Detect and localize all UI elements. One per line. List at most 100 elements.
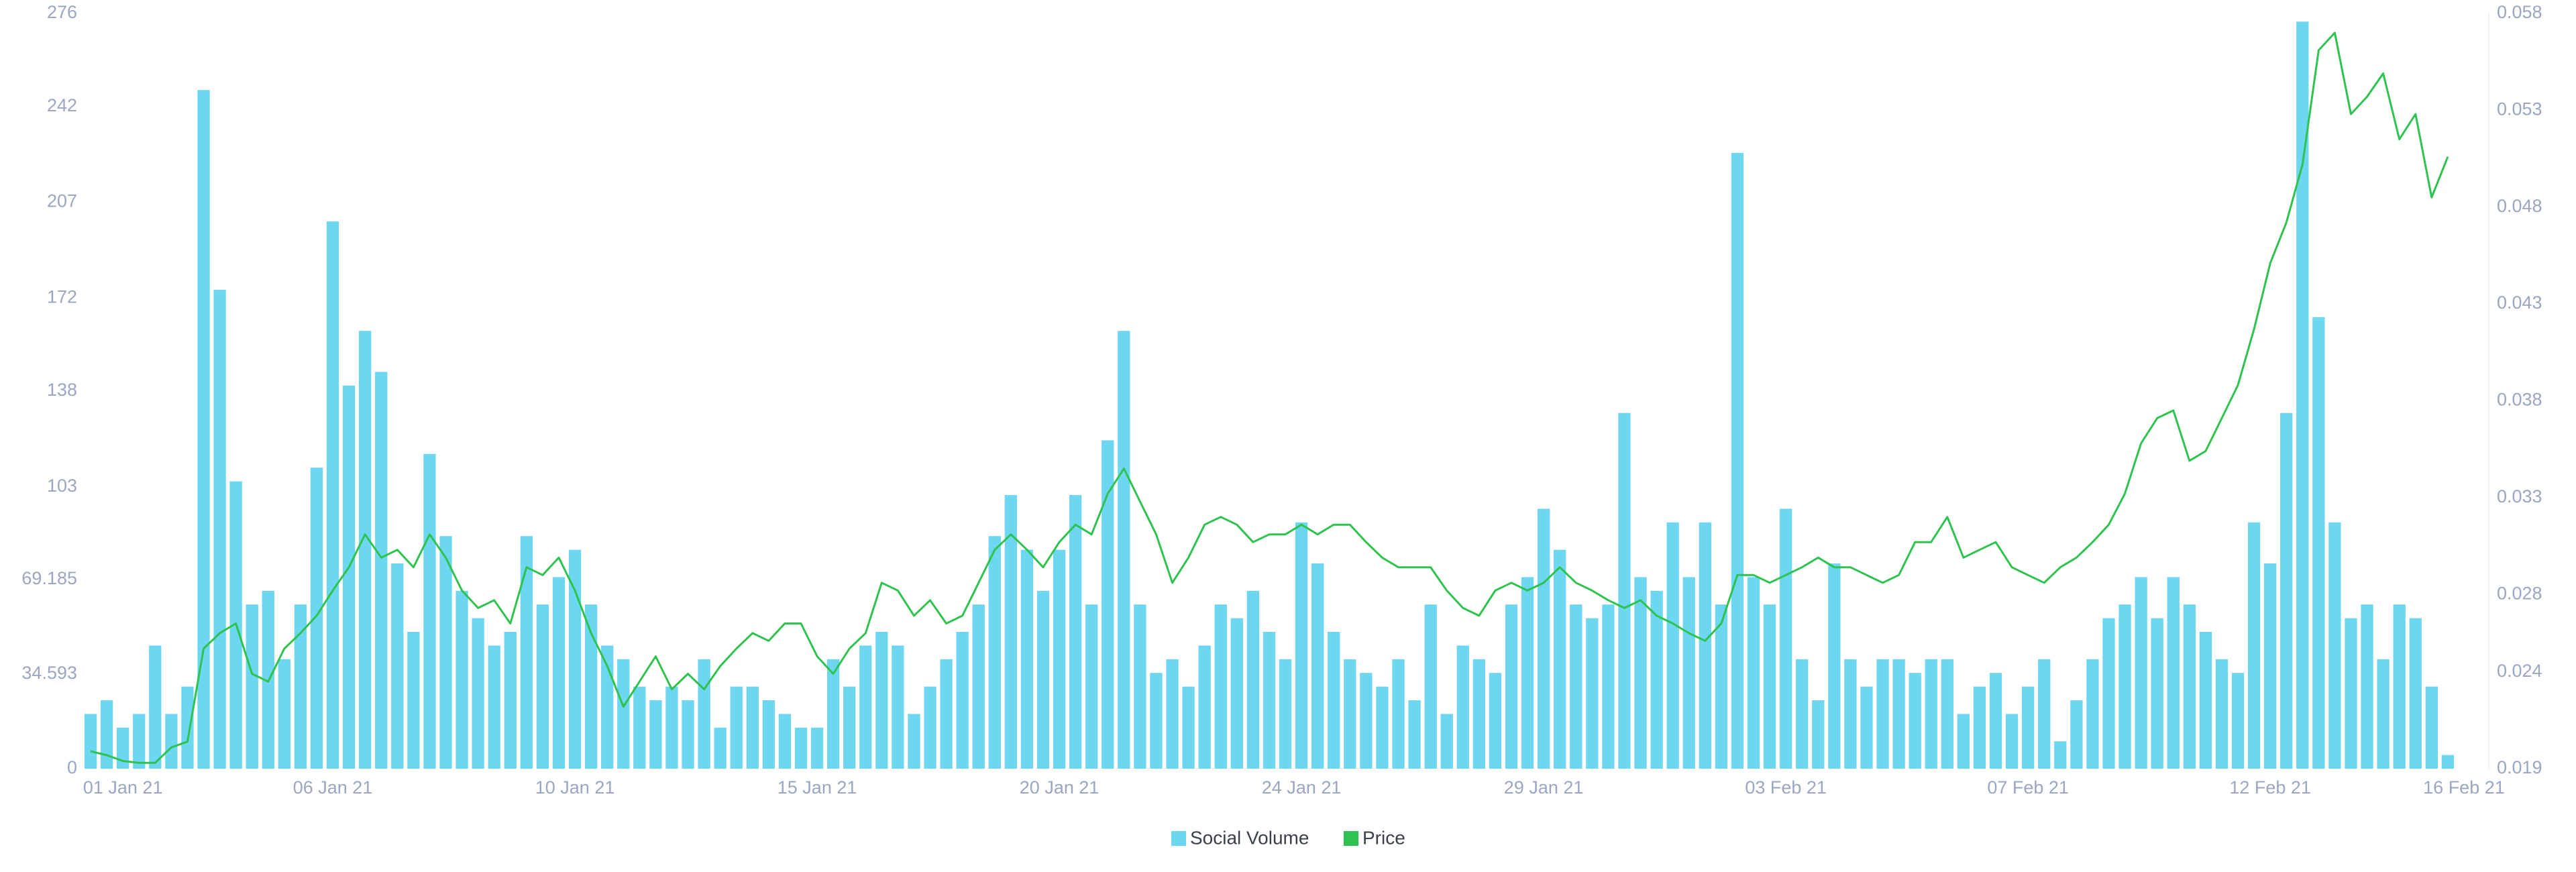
bar [826, 659, 840, 769]
bar [1537, 508, 1550, 769]
bar [2409, 618, 2422, 769]
bar [2425, 686, 2438, 769]
y-tick-label: 207 [47, 191, 77, 211]
bar [1230, 618, 1243, 769]
bar [2312, 317, 2325, 769]
bar [326, 221, 339, 769]
bar [1053, 549, 1066, 769]
x-tick-label: 10 Jan 21 [535, 777, 615, 798]
bar [2135, 577, 2147, 769]
y-tick-label: 138 [47, 380, 77, 400]
bar [2021, 686, 2035, 769]
bar [2393, 604, 2406, 769]
y2-tick-label: 0.053 [2497, 99, 2542, 119]
bar [2247, 522, 2261, 769]
bar [504, 632, 517, 769]
bar [149, 645, 162, 769]
bar [778, 714, 792, 769]
bar [1376, 686, 1389, 769]
bar [488, 645, 500, 769]
bar [617, 659, 630, 769]
bar [1456, 645, 1469, 769]
y2-tick-label: 0.028 [2497, 583, 2542, 603]
bar [1118, 331, 1130, 769]
x-tick-label: 01 Jan 21 [83, 777, 163, 798]
bar [682, 700, 694, 769]
bar [1521, 577, 1534, 769]
bar [1263, 632, 1276, 769]
x-tick-label: 20 Jan 21 [1020, 777, 1099, 798]
bar [875, 632, 888, 769]
bar [1715, 604, 1728, 769]
bar [278, 659, 290, 769]
bar [1634, 577, 1647, 769]
bar [310, 468, 323, 769]
bar [956, 632, 969, 769]
bar [520, 536, 533, 769]
bar [698, 659, 710, 769]
bar [859, 645, 872, 769]
bar [2441, 755, 2455, 769]
bar [1004, 495, 1018, 769]
bar [1666, 522, 1679, 769]
bar [810, 727, 824, 769]
bar [1328, 632, 1340, 769]
y2-tick-label: 0.024 [2497, 661, 2542, 681]
bar [1150, 673, 1163, 769]
bar [246, 604, 258, 769]
bar [794, 727, 808, 769]
x-tick-label: 06 Jan 21 [293, 777, 373, 798]
bar [2102, 618, 2115, 769]
y2-tick-label: 0.019 [2497, 757, 2542, 777]
bar [1699, 522, 1711, 769]
bar [1472, 659, 1485, 769]
bar [1295, 522, 1308, 769]
bar [391, 563, 404, 769]
bar [665, 686, 678, 769]
bar [843, 686, 856, 769]
bar [1682, 577, 1695, 769]
bar [1796, 659, 1809, 769]
bar [1311, 563, 1324, 769]
bar [1763, 604, 1776, 769]
bar [1020, 549, 1034, 769]
bar [1570, 604, 1582, 769]
bar [100, 700, 113, 769]
bar [1925, 659, 1937, 769]
bar [1392, 659, 1405, 769]
bar [181, 686, 194, 769]
bar [730, 686, 743, 769]
legend-text: Price [1362, 827, 1405, 848]
x-tick-label: 24 Jan 21 [1262, 777, 1342, 798]
bar [1989, 673, 2002, 769]
bar [1182, 686, 1195, 769]
bar [552, 577, 566, 769]
bar [972, 604, 985, 769]
legend-swatch [1344, 831, 1358, 846]
bar [1554, 549, 1566, 769]
bar [1747, 577, 1760, 769]
bar [455, 590, 468, 769]
bar [1036, 590, 1050, 769]
bar [2070, 700, 2083, 769]
bar [1731, 153, 1744, 769]
x-tick-label: 15 Jan 21 [777, 777, 857, 798]
y-tick-label: 34.593 [21, 663, 77, 683]
bar [1957, 714, 1970, 769]
bar [423, 453, 436, 769]
bar [1344, 659, 1356, 769]
bar [892, 645, 904, 769]
bar [762, 700, 775, 769]
bar [2005, 714, 2019, 769]
bar [1085, 604, 1098, 769]
bar [2215, 659, 2229, 769]
bar [1941, 659, 1953, 769]
bar [536, 604, 549, 769]
bar [2296, 21, 2309, 769]
bar [1618, 413, 1631, 769]
bar [908, 714, 920, 769]
price-line [90, 32, 2449, 764]
bar [2361, 604, 2373, 769]
bar [714, 727, 727, 769]
